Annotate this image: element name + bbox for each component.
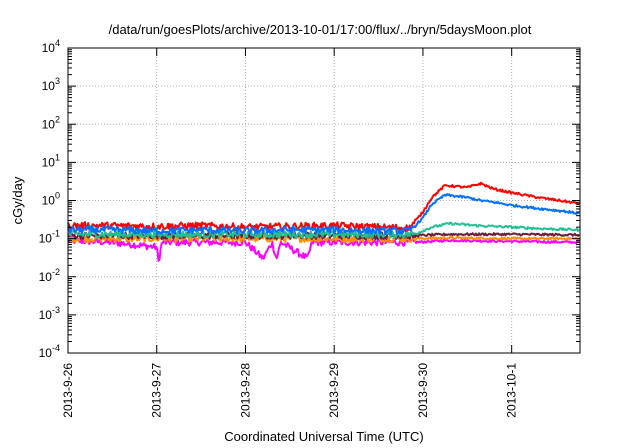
- y-tick-label: 10-3: [39, 305, 60, 322]
- x-tick-label: 2013-9-28: [238, 363, 252, 418]
- y-tick-label: 102: [42, 114, 60, 131]
- y-tick-label: 104: [42, 38, 60, 55]
- axis-ticks: [67, 47, 580, 354]
- y-tick-label: 100: [42, 191, 60, 208]
- x-axis-label: Coordinated Universal Time (UTC): [224, 429, 423, 444]
- y-tick-label: 101: [42, 152, 60, 169]
- grid-lines: [68, 48, 580, 353]
- series-5-line: [67, 236, 580, 262]
- x-tick-label: 2013-10-1: [505, 363, 519, 418]
- x-tick-label: 2013-9-30: [416, 363, 430, 418]
- series-0-line: [67, 181, 580, 233]
- series-2-line: [67, 221, 580, 239]
- series-lines: [67, 181, 580, 262]
- y-tick-label: 10-1: [39, 229, 60, 246]
- chart-title: /data/run/goesPlots/archive/2013-10-01/1…: [109, 22, 532, 37]
- series-1-line: [67, 193, 580, 236]
- tick-labels: 104 103 102 101 100 10-1 10-2 10-3 10-42013-9-26…: [39, 38, 519, 418]
- x-tick-label: 2013-9-26: [61, 363, 75, 418]
- y-axis-label: cGy/day: [10, 176, 25, 224]
- x-tick-label: 2013-9-27: [150, 363, 164, 418]
- y-tick-label: 103: [42, 76, 60, 93]
- x-tick-label: 2013-9-29: [327, 363, 341, 418]
- y-tick-label: 10-4: [39, 343, 60, 360]
- y-tick-label: 10-2: [39, 267, 60, 284]
